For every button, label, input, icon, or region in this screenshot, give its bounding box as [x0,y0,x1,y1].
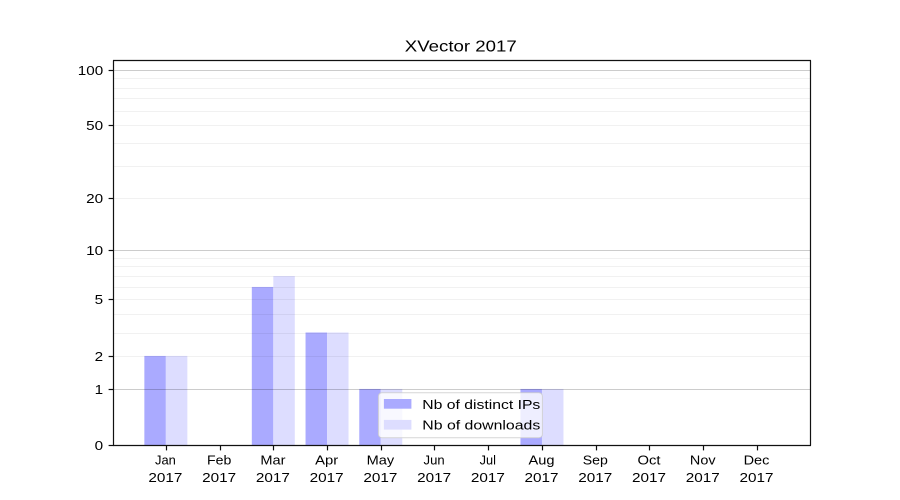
svg-text:50: 50 [86,118,103,133]
svg-text:Feb: Feb [207,453,231,468]
svg-text:Nov: Nov [690,453,716,468]
svg-text:2: 2 [95,349,104,364]
svg-text:100: 100 [78,63,103,78]
svg-text:5: 5 [95,292,104,307]
svg-text:2017: 2017 [256,470,290,485]
svg-text:Apr: Apr [315,453,339,468]
svg-text:2017: 2017 [471,470,505,485]
svg-text:2017: 2017 [310,470,344,485]
svg-text:XVector 2017: XVector 2017 [405,38,517,55]
svg-text:20: 20 [86,191,103,206]
svg-text:Jul: Jul [480,453,496,468]
svg-text:Jun: Jun [424,453,445,468]
svg-text:2017: 2017 [417,470,451,485]
svg-text:Jan: Jan [155,453,176,468]
svg-text:0: 0 [95,438,104,453]
svg-text:Nb of distinct IPs: Nb of distinct IPs [422,397,540,412]
svg-text:Dec: Dec [744,453,770,468]
svg-text:2017: 2017 [686,470,720,485]
svg-text:Mar: Mar [260,453,286,468]
svg-text:2017: 2017 [578,470,612,485]
svg-text:Sep: Sep [583,453,608,468]
svg-text:May: May [367,453,395,468]
svg-text:2017: 2017 [739,470,773,485]
svg-text:2017: 2017 [363,470,397,485]
svg-text:Oct: Oct [638,453,661,468]
svg-text:Nb of downloads: Nb of downloads [422,418,540,433]
svg-text:Aug: Aug [529,453,555,468]
svg-text:1: 1 [95,382,104,397]
svg-text:2017: 2017 [202,470,236,485]
svg-text:2017: 2017 [148,470,182,485]
svg-text:10: 10 [86,243,103,258]
svg-text:2017: 2017 [632,470,666,485]
svg-text:2017: 2017 [525,470,559,485]
